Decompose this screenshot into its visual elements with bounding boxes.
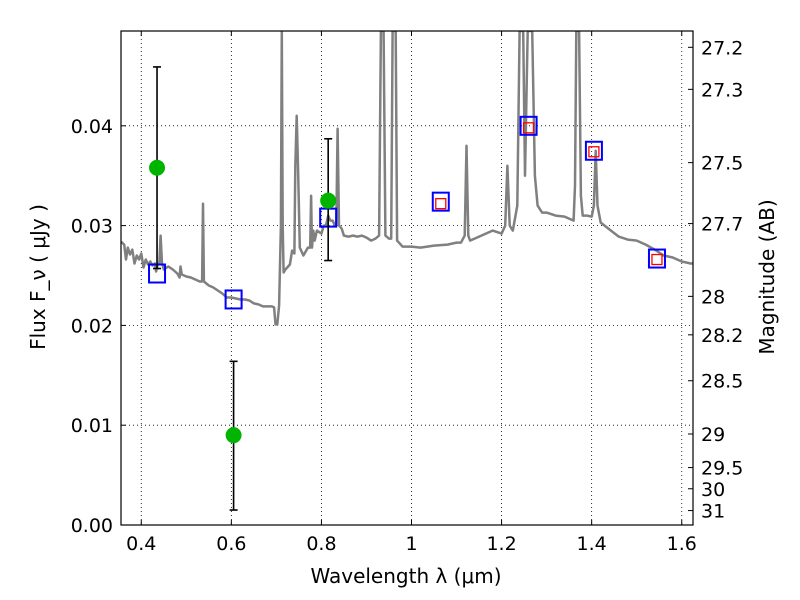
x-tick-label: 1.6 — [667, 533, 697, 555]
x-axis-label: Wavelength λ (μm) — [310, 564, 501, 588]
plot-area — [121, 31, 693, 525]
x-tick-label: 1 — [405, 533, 417, 555]
model-square — [431, 191, 450, 212]
red-square — [651, 253, 663, 266]
model-square — [647, 248, 666, 269]
y-tick-label: 0.03 — [71, 216, 113, 238]
model-square — [519, 115, 538, 136]
y-tick-label: 0.01 — [71, 415, 113, 437]
grid-lines — [121, 31, 693, 525]
red-square — [522, 122, 535, 134]
red-square — [435, 198, 447, 210]
y-tick-label: 0.04 — [71, 116, 113, 138]
y-tick-label: 0.02 — [71, 315, 113, 337]
mag-tick-label: 28 — [701, 286, 725, 308]
mag-tick-label: 28.5 — [701, 371, 743, 393]
x-tick-label: 1.2 — [486, 533, 516, 555]
y-tick-label: 0.00 — [71, 515, 113, 537]
mag-tick-label: 27.5 — [701, 153, 743, 175]
x-tick-label: 0.8 — [306, 533, 336, 555]
y2-axis-label: Magnitude (AB) — [755, 199, 779, 354]
x-tick-label: 0.6 — [216, 533, 246, 555]
spectrum-line — [121, 31, 693, 326]
mag-tick-label: 29 — [701, 424, 725, 446]
plot-frame — [120, 30, 694, 526]
red-square — [588, 146, 600, 158]
mag-tick-label: 31 — [701, 501, 725, 523]
mag-tick-label: 30 — [701, 479, 725, 501]
mag-tick-label: 29.5 — [701, 458, 743, 480]
observed-point — [149, 159, 166, 176]
template-spectrum — [121, 31, 693, 326]
mag-tick-label: 28.2 — [701, 325, 743, 347]
model-square — [224, 289, 243, 310]
mag-tick-label: 27.3 — [701, 79, 743, 101]
x-tick-label: 0.4 — [126, 533, 156, 555]
model-square — [584, 140, 603, 161]
axis-ticks: 0.4 0.6 0.8 1 1.2 1.4 1.6 0.00 0.01 0.02 0.03 0.04 2… — [71, 31, 743, 555]
photometry-markers — [148, 66, 666, 511]
mag-tick-label: 27.2 — [701, 37, 743, 59]
observed-point — [320, 192, 337, 209]
mag-tick-label: 27.7 — [701, 214, 743, 236]
observed-point — [225, 427, 242, 444]
y-axis-label: Flux F_ν ( μJy ) — [26, 204, 50, 350]
x-tick-label: 1.4 — [577, 533, 607, 555]
